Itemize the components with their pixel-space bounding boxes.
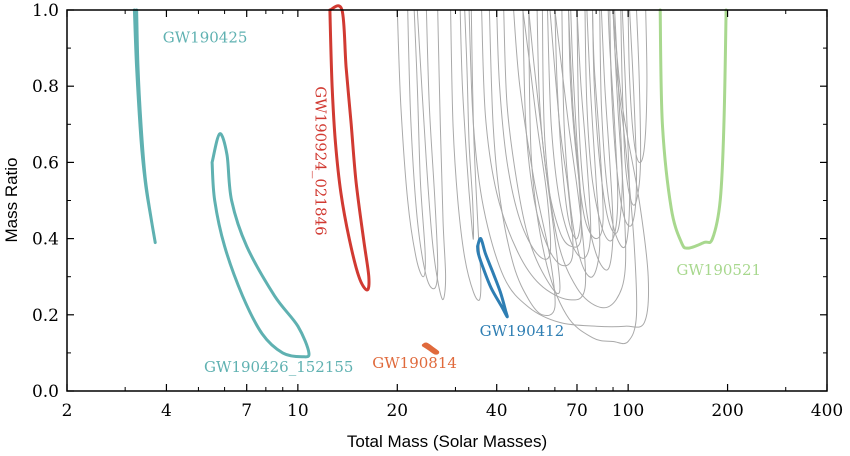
- background-event-contour: [568, 9, 604, 240]
- contour-gw190924-021846: [328, 4, 371, 292]
- x-tick-label: 70: [566, 401, 588, 421]
- plot-background: [67, 10, 827, 391]
- y-tick-label: 0.8: [32, 77, 59, 97]
- highlighted-event-contours: [132, 4, 728, 359]
- label-gw190924-021846: GW190924_021846: [311, 86, 329, 235]
- background-event-contour: [620, 9, 642, 206]
- contour-gw190426-152155: [210, 132, 311, 359]
- background-event-contour: [407, 9, 439, 290]
- background-event-contour: [496, 9, 552, 260]
- background-event-contour: [561, 9, 601, 278]
- contour-gw190521: [658, 8, 728, 250]
- background-event-contour: [481, 9, 587, 301]
- event-labels: GW190425 GW190426_152155 GW190924_021846 GW…: [163, 28, 761, 376]
- background-event-contour: [536, 9, 582, 248]
- background-event-contour: [576, 9, 614, 271]
- y-tick-label: 0.0: [32, 382, 59, 402]
- y-tick-label: 0.2: [32, 306, 59, 326]
- background-event-contour: [627, 9, 648, 164]
- x-tick-label: 2: [62, 401, 73, 421]
- background-event-contour: [416, 9, 447, 301]
- x-axis-ticks: 2 4 7 10 20 40 70 100 200 400: [62, 10, 843, 421]
- x-axis-label: Total Mass (Solar Masses): [347, 432, 547, 451]
- x-tick-label: 200: [711, 401, 743, 421]
- background-event-contour: [592, 9, 623, 234]
- background-event-contour: [459, 9, 474, 240]
- contour-gw190412: [476, 237, 509, 319]
- x-tick-label: 100: [612, 401, 644, 421]
- background-event-contour: [488, 9, 556, 316]
- background-event-contour: [522, 9, 574, 267]
- label-gw190814: GW190814: [372, 354, 457, 372]
- x-tick-label: 10: [287, 401, 309, 421]
- x-tick-label: 40: [486, 401, 508, 421]
- background-event-contour: [599, 9, 631, 248]
- label-gw190425: GW190425: [163, 28, 248, 46]
- contour-gw190425: [132, 8, 157, 244]
- x-tick-label: 4: [161, 401, 172, 421]
- background-event-contour: [554, 9, 582, 240]
- background-event-contour: [541, 9, 627, 309]
- y-axis-ticks: 0.0 0.2 0.4 0.6 0.8 1.0: [32, 1, 827, 402]
- y-tick-label: 0.6: [32, 153, 59, 173]
- background-event-contour: [609, 9, 638, 227]
- background-event-contour: [396, 9, 426, 278]
- y-axis-label: Mass Ratio: [2, 157, 21, 242]
- x-tick-label: 7: [241, 401, 252, 421]
- background-event-contour: [450, 9, 482, 301]
- background-event-contours: [396, 9, 650, 345]
- contour-gw190814: [421, 342, 440, 355]
- background-event-contour: [503, 9, 561, 294]
- y-tick-label: 1.0: [32, 1, 59, 21]
- label-gw190521: GW190521: [676, 261, 761, 279]
- background-event-contour: [528, 9, 638, 345]
- y-tick-label: 0.4: [32, 230, 59, 250]
- x-tick-label: 400: [811, 401, 843, 421]
- x-tick-label: 20: [386, 401, 408, 421]
- label-gw190426-152155: GW190426_152155: [204, 358, 353, 376]
- background-event-contour: [468, 9, 650, 328]
- label-gw190412: GW190412: [480, 322, 565, 340]
